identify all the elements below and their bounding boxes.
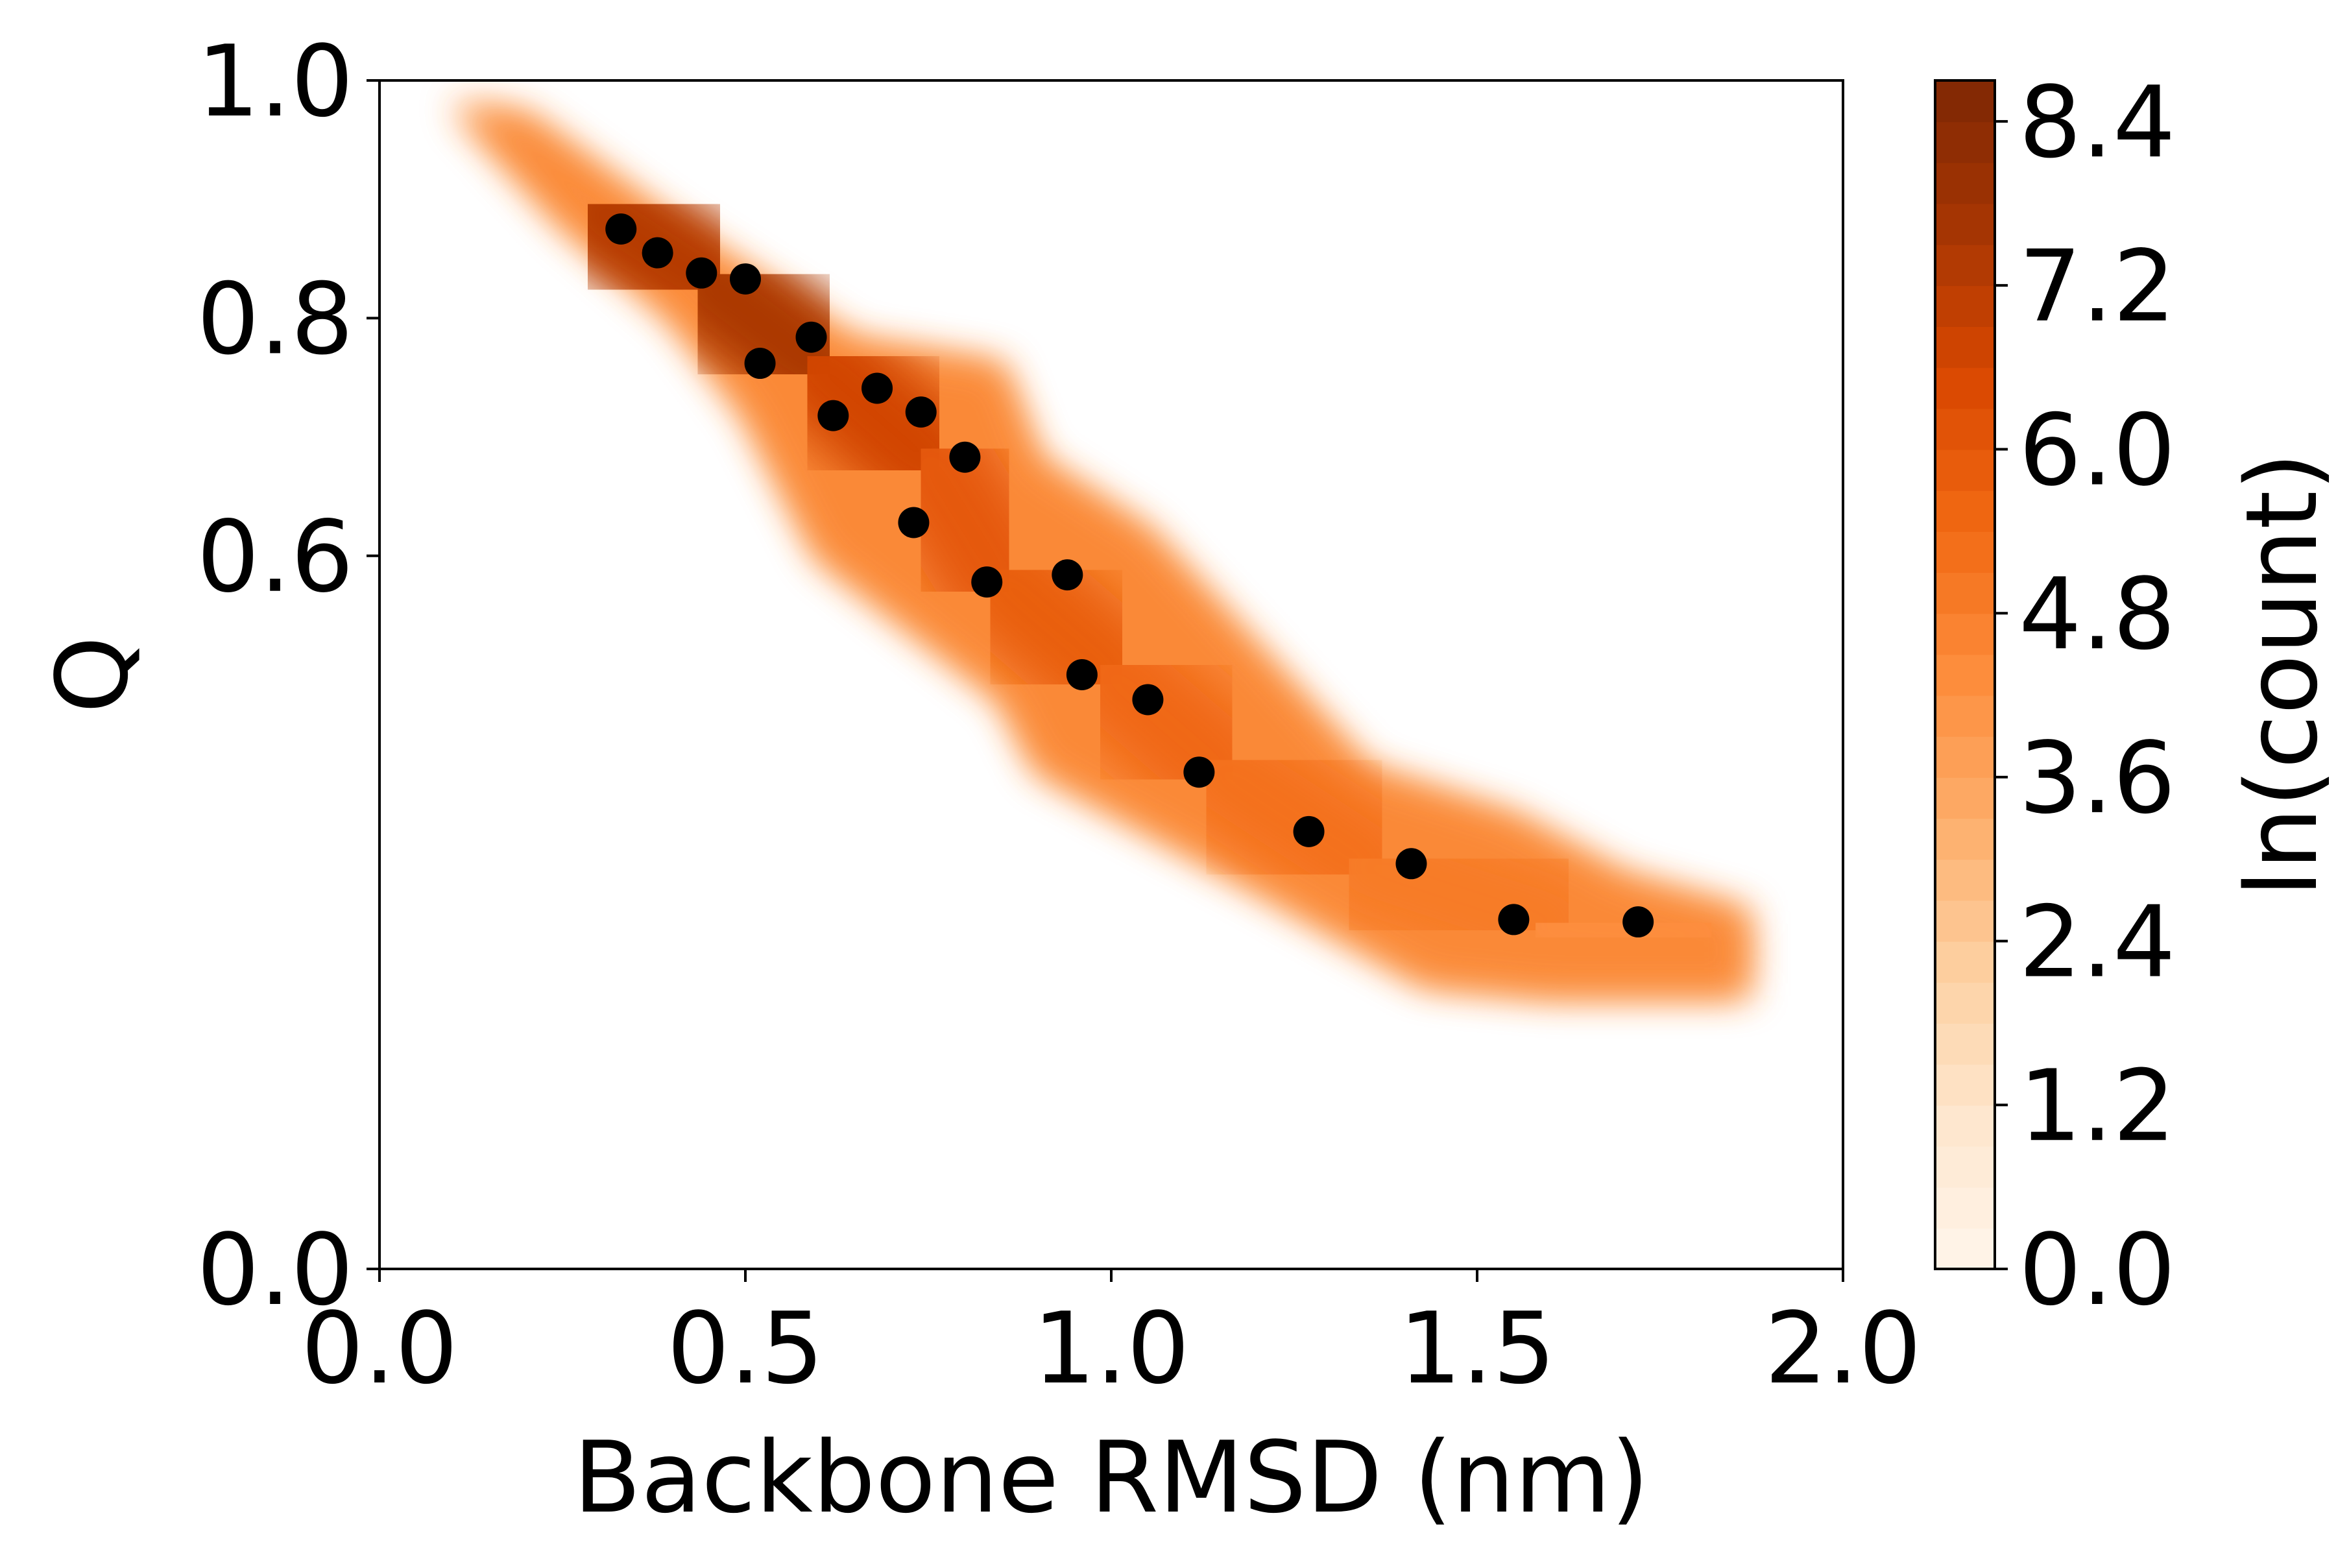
colorbar-level — [1935, 285, 1995, 328]
y-axis-label: Q — [35, 636, 150, 714]
colorbar-level — [1935, 203, 1995, 245]
y-tick-label: 0.8 — [197, 261, 354, 376]
colorbar-frame — [1934, 79, 1996, 1270]
colorbar-level — [1935, 449, 1995, 491]
scatter-point — [905, 396, 937, 428]
density-contour — [452, 104, 1759, 998]
scatter-point — [1052, 559, 1083, 591]
colorbar-level — [1935, 982, 1995, 1024]
scatter-point — [1498, 904, 1530, 935]
colorbar-level — [1935, 818, 1995, 860]
colorbar-level — [1935, 1105, 1995, 1147]
scatter-point — [1395, 848, 1427, 880]
colorbar-tick-label: 0.0 — [2019, 1212, 2176, 1327]
colorbar-level — [1935, 695, 1995, 737]
scatter-point — [898, 507, 930, 538]
colorbar-levels — [1935, 80, 1995, 1270]
y-tick-label: 0.0 — [197, 1212, 354, 1327]
scatter-point — [642, 237, 673, 269]
scatter-point — [1622, 906, 1654, 938]
y-tick-label: 1.0 — [197, 24, 354, 139]
y-tick-label: 0.6 — [197, 500, 354, 614]
colorbar-level — [1935, 162, 1995, 204]
colorbar-level — [1935, 1022, 1995, 1065]
colorbar-axis: 0.0 1.2 2.4 3.6 4.8 6.0 7.2 8.4 — [1934, 65, 2176, 1327]
scatter-point — [1183, 756, 1215, 788]
colorbar-level — [1935, 613, 1995, 655]
scatter-point — [817, 400, 849, 431]
x-axis: 0.0 0.5 1.0 1.5 2.0 — [301, 1269, 1921, 1406]
x-tick-label: 1.0 — [1033, 1291, 1190, 1406]
colorbar-tick-label: 6.0 — [2019, 393, 2176, 508]
colorbar-level — [1935, 1146, 1995, 1188]
scatter-point — [949, 441, 981, 473]
colorbar-level — [1935, 777, 1995, 819]
scatter-point — [605, 213, 637, 245]
colorbar-level — [1935, 859, 1995, 901]
scatter-points — [605, 213, 1654, 938]
x-tick-label: 2.0 — [1765, 1291, 1921, 1406]
colorbar-level — [1935, 531, 1995, 573]
colorbar-level — [1935, 572, 1995, 614]
scatter-point — [730, 263, 761, 295]
colorbar-level — [1935, 941, 1995, 983]
scatter-point — [1066, 659, 1098, 690]
colorbar-label: ln(count) — [2224, 452, 2339, 897]
scatter-point — [1132, 684, 1164, 716]
colorbar-level — [1935, 408, 1995, 450]
colorbar-level — [1935, 736, 1995, 778]
scatter-point — [795, 321, 827, 353]
colorbar-level — [1935, 1064, 1995, 1106]
colorbar-tick-label: 1.2 — [2019, 1048, 2176, 1163]
colorbar-tick-label: 3.6 — [2019, 721, 2176, 836]
colorbar-level — [1935, 80, 1995, 123]
colorbar-level — [1935, 1187, 1995, 1229]
colorbar-tick-label: 8.4 — [2019, 65, 2176, 180]
x-axis-label: Backbone RMSD (nm) — [573, 1420, 1649, 1535]
scatter-point — [861, 372, 893, 404]
colorbar-level — [1935, 244, 1995, 286]
colorbar-level — [1935, 1227, 1995, 1270]
x-tick-label: 1.5 — [1399, 1291, 1556, 1406]
scatter-point — [744, 348, 776, 380]
colorbar-level — [1935, 326, 1995, 368]
density-ridge-segment — [1488, 862, 1759, 998]
colorbar-tick-label: 4.8 — [2019, 557, 2176, 671]
y-axis: 0.0 0.6 0.8 1.0 — [197, 24, 379, 1327]
colorbar-level — [1935, 900, 1995, 942]
colorbar-level — [1935, 654, 1995, 696]
scatter-point — [1293, 815, 1325, 847]
colorbar-tick-label: 2.4 — [2019, 885, 2176, 1000]
x-tick-label: 0.0 — [301, 1291, 458, 1406]
scatter-point — [971, 566, 1003, 598]
scatter-point — [686, 257, 717, 289]
colorbar-level — [1935, 367, 1995, 409]
colorbar-level — [1935, 121, 1995, 163]
colorbar-level — [1935, 490, 1995, 532]
colorbar-tick-label: 7.2 — [2019, 229, 2176, 344]
x-tick-label: 0.5 — [667, 1291, 824, 1406]
